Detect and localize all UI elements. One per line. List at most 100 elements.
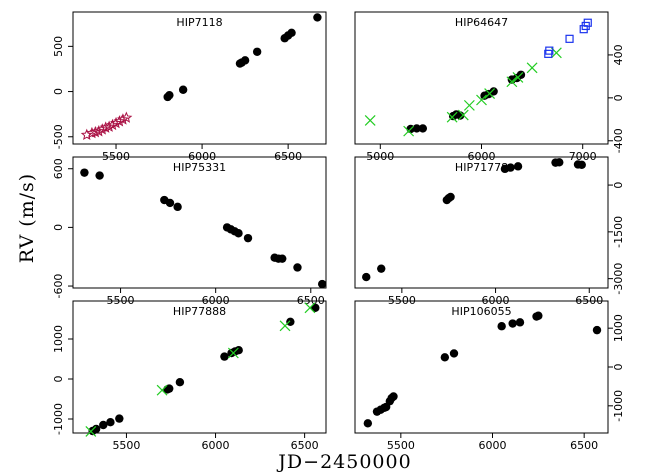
data-point (278, 254, 287, 263)
x-tick-label: 5500 (112, 439, 140, 452)
panel-title: HIP106055 (451, 305, 511, 318)
panel-frame (72, 300, 327, 434)
data-point (446, 192, 455, 202)
data-point (165, 90, 174, 100)
data-point-star (89, 125, 102, 138)
data-point-x (526, 62, 538, 74)
data-point-x (403, 125, 415, 137)
x-tick-label: 5500 (387, 439, 415, 452)
data-point (363, 419, 373, 428)
data-point-square (565, 34, 574, 43)
data-point-x (304, 302, 316, 314)
data-point-star (120, 111, 133, 123)
data-point-star (80, 128, 93, 141)
data-point (91, 424, 101, 434)
panel-frame (72, 11, 327, 145)
data-point-square (545, 46, 554, 55)
x-tick-label: 6000 (479, 439, 507, 452)
panel-5: HIP106055 5500 6000 6500 -1000 0 1000 (354, 300, 625, 452)
y-tick-label: -3000 (612, 263, 625, 295)
data-point (80, 168, 89, 177)
data-point (165, 198, 175, 208)
data-point-x (476, 94, 487, 106)
y-tick-label: -1500 (612, 216, 625, 248)
y-tick-label: 400 (612, 44, 625, 65)
y-tick-label: 500 (52, 36, 65, 57)
data-point (234, 346, 243, 355)
data-point (508, 319, 517, 328)
y-tick-label: 0 (52, 88, 65, 95)
data-point-x (156, 384, 168, 396)
y-tick-label: 1000 (612, 314, 625, 342)
y-tick-label: -500 (52, 124, 65, 149)
data-point (95, 171, 104, 180)
data-point (489, 87, 498, 96)
data-point (513, 162, 523, 171)
y-tick-label: 0 (612, 364, 625, 371)
data-point (165, 384, 174, 393)
y-axis-label: RV (m/s) (16, 173, 38, 263)
panel-title: HIP7118 (176, 16, 222, 29)
data-point-x (85, 425, 97, 437)
data-point (577, 160, 586, 169)
data-point (592, 325, 602, 335)
data-point (418, 124, 428, 133)
y-tick-label: 0 (52, 224, 65, 231)
panel-4: HIP77888 5500 6000 6500 -1000 0 1000 (52, 300, 327, 452)
data-point (377, 264, 386, 273)
y-tick-label: -400 (612, 128, 625, 153)
data-point (412, 124, 421, 133)
x-axis-label: JD−2450000 (276, 451, 411, 473)
data-point (293, 263, 302, 272)
data-point-x (227, 347, 239, 359)
data-point (555, 158, 564, 167)
data-point (106, 418, 115, 427)
panel-frame (72, 156, 327, 289)
data-point (287, 28, 296, 37)
data-point (286, 317, 295, 326)
data-point-x (457, 109, 469, 121)
panel-title: HIP77888 (173, 305, 226, 318)
data-point (243, 233, 253, 243)
panel-title: HIP71778 (455, 161, 508, 174)
data-point (234, 229, 243, 238)
panel-title: HIP75331 (173, 161, 226, 174)
x-tick-label: 6000 (202, 439, 230, 452)
data-point (115, 414, 124, 423)
data-point (515, 318, 525, 327)
data-point-x (506, 76, 518, 88)
data-point (311, 303, 320, 312)
y-tick-label: -1000 (612, 390, 625, 422)
data-point (313, 13, 322, 22)
data-point (240, 56, 250, 65)
data-point-x (446, 111, 458, 123)
x-tick-label: 6500 (291, 439, 319, 452)
data-point (317, 279, 327, 289)
data-point (440, 353, 450, 362)
panel-frame (354, 300, 609, 434)
x-tick-label: 6500 (570, 439, 598, 452)
data-point-x (279, 320, 291, 332)
y-tick-label: 1000 (52, 325, 65, 353)
y-tick-label: 0 (612, 94, 625, 101)
data-point-x (463, 99, 475, 111)
data-point (220, 352, 229, 361)
data-point-x (364, 114, 376, 126)
data-point (449, 349, 459, 358)
data-point-star (99, 121, 112, 133)
y-tick-label: 600 (52, 158, 65, 179)
panel-frame (354, 156, 609, 289)
y-tick-label: -1000 (52, 403, 65, 435)
y-tick-label: 0 (52, 376, 65, 383)
data-point-x (512, 72, 524, 83)
data-point (178, 85, 188, 94)
data-point (534, 311, 543, 320)
panel-frame (354, 11, 609, 145)
data-point (173, 202, 182, 212)
data-point (506, 163, 515, 172)
